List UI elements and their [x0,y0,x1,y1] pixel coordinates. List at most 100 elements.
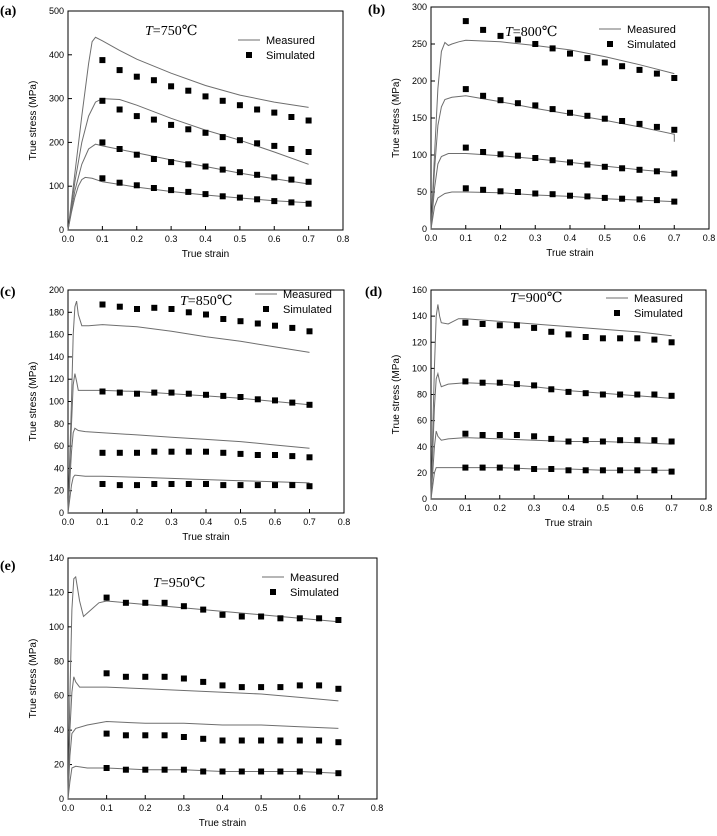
simulated-point-series-4 [296,615,303,622]
simulated-point-series-4 [202,93,209,100]
simulated-point-series-2 [617,437,624,444]
simulated-point-series-2 [289,453,296,460]
panel-c: 0.0 0.1 0.2 0.3 0.4 0.5 0.6 0.7 0.8 0 20 40 60 80 100 1… [0,285,350,543]
simulated-point-series-3 [296,682,303,689]
simulated-point-series-3 [237,394,244,400]
simulated-point-series-3 [254,140,261,147]
y-tick-label: 400 [49,50,64,60]
simulated-point-series-3 [548,386,555,393]
temperature-value: 800℃ [521,25,558,40]
y-tick-label: 200 [49,285,64,295]
simulated-point-series-2 [462,144,469,151]
temperature-label: T=800℃ [505,25,557,40]
simulated-point-series-2 [479,432,486,438]
simulated-point-series-4 [185,87,192,94]
y-tick-label: 20 [54,760,64,770]
simulated-point-series-3 [203,391,209,398]
simulated-point-series-2 [651,437,658,444]
simulated-point-series-4 [271,109,278,116]
simulated-point-series-3 [254,396,261,403]
simulated-point-series-3 [462,86,469,93]
simulated-point-series-2 [653,168,660,175]
simulated-point-series-3 [462,378,469,385]
measured-curve-4 [67,36,309,231]
simulated-point-series-3 [549,106,556,113]
simulated-point-series-2 [237,450,244,457]
x-tick-label: 0.2 [493,503,506,513]
x-axis-title: True strain [545,518,592,529]
x-tick-label: 0.2 [131,517,144,527]
y-tick-label: 300 [412,2,427,12]
simulated-point-series-4 [272,322,278,329]
x-tick-label: 0.6 [293,803,306,813]
simulated-point-series-2 [142,732,149,739]
x-tick-label: 0.8 [338,517,351,527]
simulated-point-series-3 [271,142,278,149]
legend-simulated-label: Simulated [283,304,332,316]
simulated-point-series-1 [168,187,175,194]
legend-simulated-marker [246,52,252,58]
simulated-point-series-2 [99,139,106,146]
x-tick-label: 0.6 [633,233,646,243]
simulated-point-series-4 [151,304,158,311]
simulated-point-series-1 [99,175,106,182]
simulated-point-series-3 [671,126,678,133]
simulated-point-series-4 [668,339,675,346]
panel-e: 0.0 0.1 0.2 0.3 0.4 0.5 0.6 0.7 0.8 0 20 40 60 80 100 1… [0,553,383,829]
simulated-point-series-4 [237,318,244,325]
y-tick-label: 40 [54,725,64,735]
y-tick-label: 120 [49,374,64,384]
simulated-point-series-1 [296,768,303,775]
y-tick-label: 80 [54,419,64,429]
simulated-point-series-4 [671,75,678,81]
x-tick-label: 0.7 [665,503,678,513]
simulated-point-series-4 [99,301,106,308]
y-tick-label: 500 [49,6,64,16]
simulated-point-series-2 [236,169,243,176]
simulated-point-series-1 [185,481,192,487]
measured-curve-2 [67,143,309,231]
simulated-point-series-1 [565,467,572,474]
simulated-point-series-2 [271,174,278,181]
legend-simulated-label: Simulated [290,587,339,599]
simulated-point-series-2 [567,159,573,166]
measured-curve-3 [67,373,310,514]
y-axis-title: True stress (MPa) [28,81,39,161]
x-tick-label: 0.7 [332,803,345,813]
simulated-point-series-1 [168,481,175,487]
simulated-point-series-4 [496,322,503,329]
simulated-point-series-2 [200,735,207,742]
x-tick-label: 0.0 [62,803,75,813]
simulated-point-series-3 [151,389,158,396]
y-tick-label: 0 [422,494,427,504]
simulated-point-series-4 [185,309,192,316]
temperature-value: 950℃ [169,576,206,591]
panel-d: 0.0 0.1 0.2 0.3 0.4 0.5 0.6 0.7 0.8 0 20 40 60 80 100 1… [365,285,712,529]
simulated-point-series-3 [150,116,157,123]
simulated-point-series-3 [168,121,175,128]
x-tick-label: 0.3 [178,803,191,813]
simulated-point-series-4 [180,603,187,610]
simulated-point-series-4 [651,336,658,343]
y-tick-label: 40 [417,442,427,452]
simulated-point-series-4 [480,26,487,33]
simulated-point-series-3 [617,391,624,398]
simulated-point-series-4 [200,606,207,613]
y-tick-label: 80 [417,390,427,400]
simulated-point-series-2 [219,737,226,744]
simulated-point-series-1 [220,482,227,489]
simulated-point-series-1 [288,199,295,206]
simulated-point-series-2 [219,166,226,173]
simulated-point-series-4 [116,303,123,310]
x-tick-label: 0.0 [62,234,75,244]
simulated-point-series-2 [513,432,520,438]
x-tick-label: 0.5 [234,234,247,244]
simulated-point-series-2 [671,170,678,177]
simulated-point-series-1 [584,193,591,200]
simulated-point-series-3 [305,149,312,155]
simulated-point-series-1 [203,481,209,487]
simulated-point-series-4 [161,599,168,606]
measured-curve-2 [67,720,339,800]
y-tick-label: 60 [54,691,64,701]
